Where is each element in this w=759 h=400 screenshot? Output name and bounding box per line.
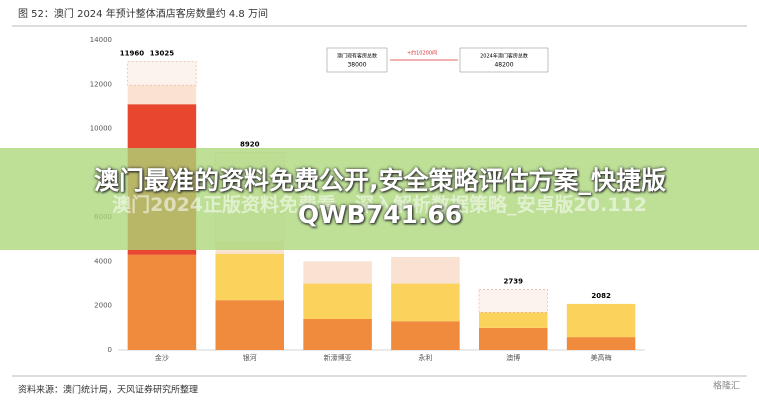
x-tick-label: 金沙 — [155, 353, 169, 362]
watermark: 格隆汇 — [713, 380, 740, 392]
y-tick-label: 10000 — [90, 125, 112, 133]
banner — [0, 148, 759, 250]
bar-segment — [303, 261, 372, 284]
total-label: 8920 — [240, 140, 260, 148]
x-tick-label: 美高梅 — [591, 353, 612, 362]
annotation: 48200 — [494, 62, 513, 69]
bar-segment — [478, 312, 548, 328]
bar-segment — [303, 283, 372, 319]
bar-segment — [566, 303, 636, 338]
total-label: 2739 — [504, 277, 524, 285]
y-tick-label: 12000 — [90, 80, 112, 88]
bar-segment — [478, 327, 548, 350]
bar-segment — [566, 337, 636, 350]
x-tick-label: 银河 — [243, 353, 257, 362]
bar-segment — [215, 300, 285, 350]
bar-segment — [391, 321, 460, 350]
annotation-box — [326, 47, 388, 73]
banner-subtitle: 澳门2024正版资料免费看，深入解析数据策略_安卓版20.112 — [112, 194, 647, 216]
bar-segment — [478, 289, 548, 313]
bar-segment — [215, 253, 285, 301]
source: 资料来源：澳门统计局，天风证券研究所整理 — [18, 384, 198, 396]
annotation-box — [459, 47, 549, 73]
bar-segment — [391, 283, 460, 322]
y-tick-label: 4000 — [94, 257, 112, 265]
chart-title: 图 52：澳门 2024 年预计整体酒店客房数量约 4.8 万间 — [18, 7, 268, 20]
annotation: 澳门现有客房总数 — [337, 53, 377, 60]
bar-segment — [127, 85, 197, 105]
total-label: 2082 — [591, 292, 611, 300]
y-tick-label: 14000 — [90, 36, 112, 44]
x-tick-label: 澳博 — [506, 353, 520, 362]
bar-segment — [391, 257, 460, 284]
bar-segment — [127, 254, 197, 350]
total-label: 13025 — [150, 50, 174, 58]
bar-segment — [303, 319, 372, 350]
y-tick-label: 0 — [108, 346, 112, 354]
annotation: 2024年澳门客房总数 — [480, 53, 528, 60]
y-tick-label: 2000 — [94, 302, 112, 310]
x-tick-label: 永利 — [418, 353, 432, 362]
annotation: +约10200间 — [407, 50, 437, 57]
annotation: 38000 — [347, 62, 366, 69]
bar-segment — [127, 61, 197, 86]
annotation: 11960 — [120, 50, 144, 58]
banner-title: 澳门最准的资料免费公开,安全策略评估方案_快捷版QWB741.66 — [94, 166, 666, 229]
x-tick-label: 新濠博亚 — [324, 353, 352, 362]
